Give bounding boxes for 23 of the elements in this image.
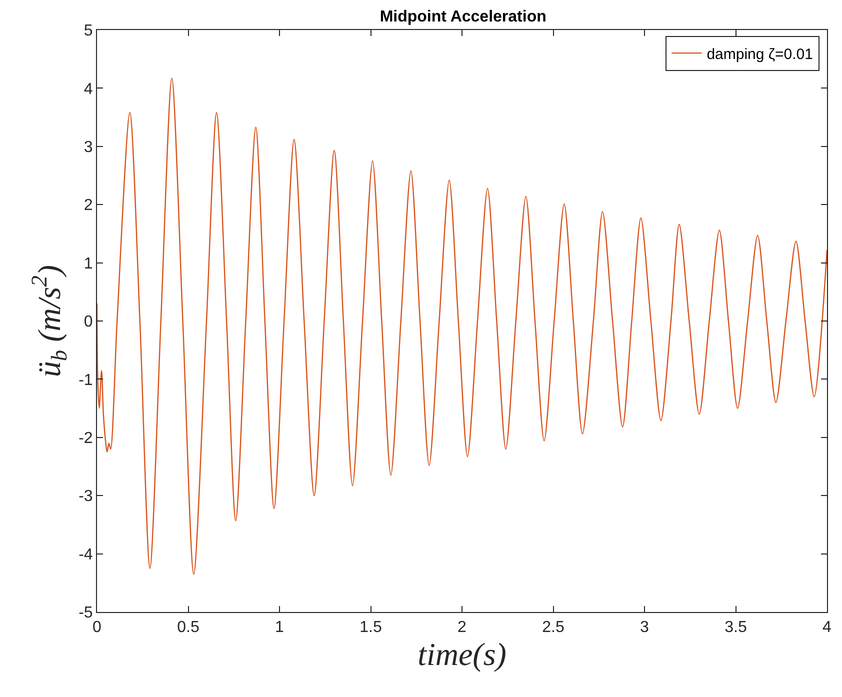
x-tick-label: 4 <box>822 619 832 636</box>
legend-label: damping ζ=0.01 <box>706 46 813 63</box>
chart-title: Midpoint Acceleration <box>380 8 546 26</box>
y-tick-label: 4 <box>84 80 93 98</box>
y-tick-label: 1 <box>84 255 93 272</box>
y-tick-label: 5 <box>84 22 93 40</box>
x-tick-label: 1 <box>275 619 284 636</box>
y-tick-label: -4 <box>78 546 93 564</box>
x-tick-label: 0.5 <box>177 619 200 636</box>
y-tick-label: -5 <box>78 604 93 622</box>
y-tick-label: 3 <box>84 139 93 156</box>
x-axis-title: time(s) <box>418 636 506 672</box>
x-tick-label: 1.5 <box>360 619 382 636</box>
y-tick-label: -1 <box>78 372 93 389</box>
y-tick-label: -2 <box>78 430 93 447</box>
y-tick-label: 2 <box>84 197 93 214</box>
line-series <box>97 78 827 575</box>
y-tick-label: -3 <box>78 488 93 506</box>
x-tick-label: 3.5 <box>724 619 747 636</box>
x-tick-label: 2 <box>458 619 467 636</box>
y-tick-label: 0 <box>84 314 93 331</box>
x-tick-label: 3 <box>640 619 650 636</box>
x-tick-label: 2.5 <box>542 619 564 636</box>
